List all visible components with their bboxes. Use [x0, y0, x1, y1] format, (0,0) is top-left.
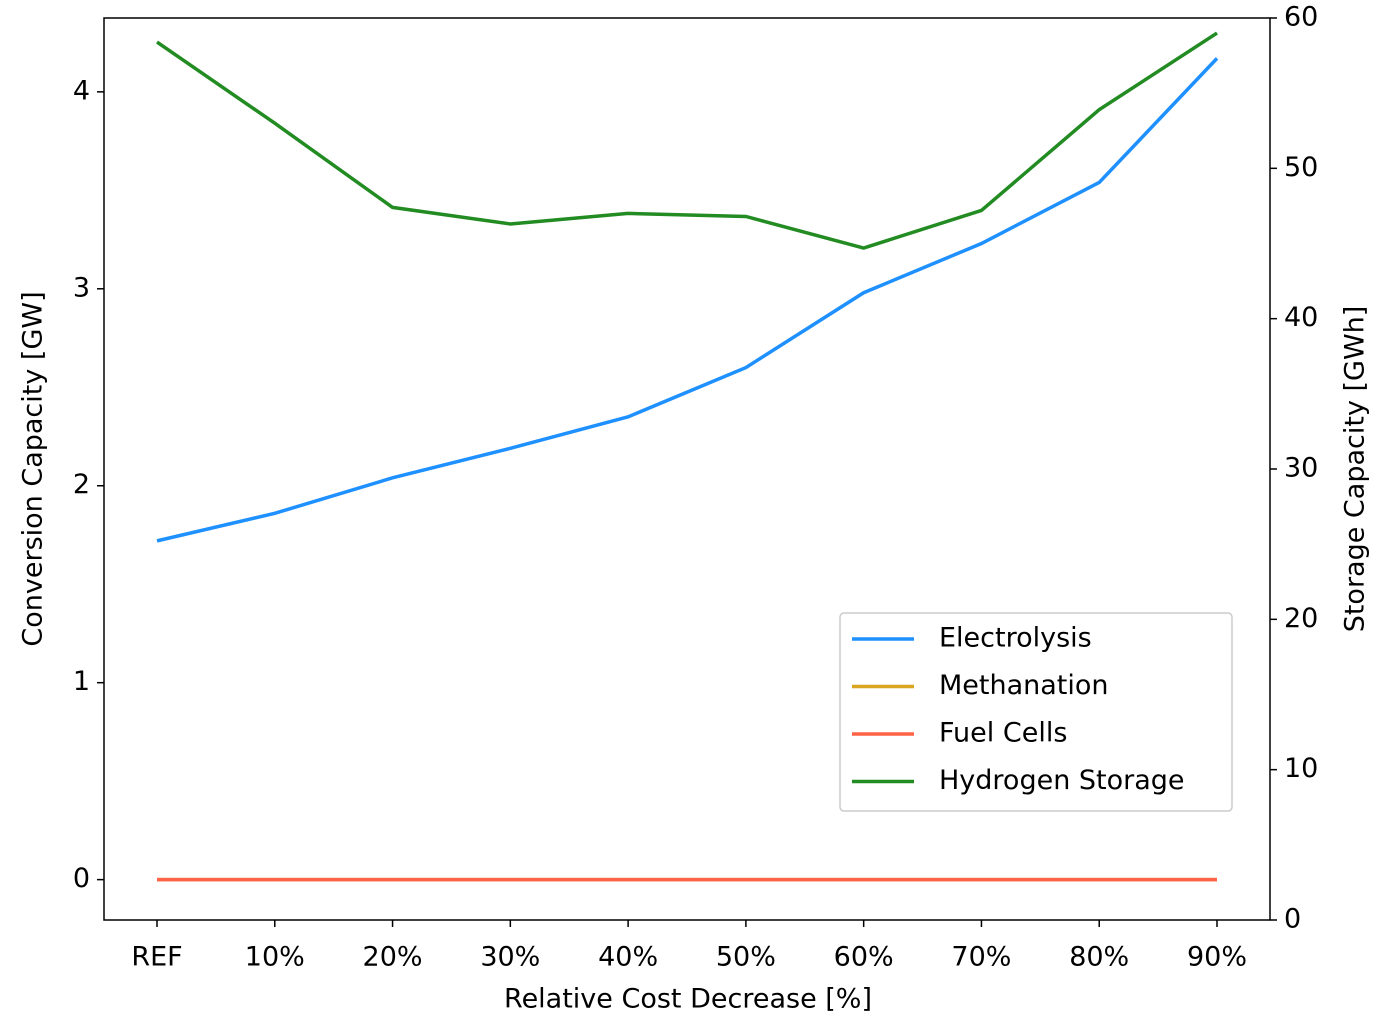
- y2-axis-label: Storage Capacity [GWh]: [1340, 306, 1371, 633]
- x-tick-label: 20%: [363, 942, 423, 973]
- y2-tick-label: 20: [1284, 603, 1318, 634]
- x-tick-label: 80%: [1069, 942, 1129, 973]
- y-tick-label: 4: [73, 75, 90, 106]
- x-tick-label: 50%: [716, 942, 776, 973]
- y-tick-label: 2: [73, 469, 90, 500]
- y-tick-label: 3: [73, 272, 90, 303]
- legend-label: Fuel Cells: [939, 718, 1067, 749]
- x-tick-label: 10%: [245, 942, 305, 973]
- y2-tick-label: 60: [1284, 2, 1318, 33]
- legend-label: Electrolysis: [939, 623, 1092, 654]
- y-axis-label: Conversion Capacity [GW]: [18, 291, 49, 646]
- x-tick-label: 60%: [834, 942, 894, 973]
- x-tick-label: 70%: [951, 942, 1011, 973]
- x-tick-label: 30%: [480, 942, 540, 973]
- x-tick-label: REF: [131, 942, 182, 973]
- y2-tick-label: 10: [1284, 753, 1318, 784]
- x-tick-label: 40%: [598, 942, 658, 973]
- legend-label: Hydrogen Storage: [939, 765, 1185, 796]
- line: [156, 57, 1219, 543]
- x-tick-label: 90%: [1187, 942, 1247, 973]
- legend-box: [839, 612, 1233, 812]
- legend-label: Methanation: [939, 670, 1109, 701]
- y2-tick-label: 30: [1284, 453, 1318, 484]
- x-axis-label: Relative Cost Decrease [%]: [504, 984, 872, 1015]
- y2-tick-label: 0: [1284, 904, 1301, 935]
- y2-tick-label: 50: [1284, 152, 1318, 183]
- line: [156, 31, 1218, 250]
- y2-tick-label: 40: [1284, 302, 1318, 333]
- y-tick-label: 0: [73, 863, 90, 894]
- y-tick-label: 1: [73, 666, 90, 697]
